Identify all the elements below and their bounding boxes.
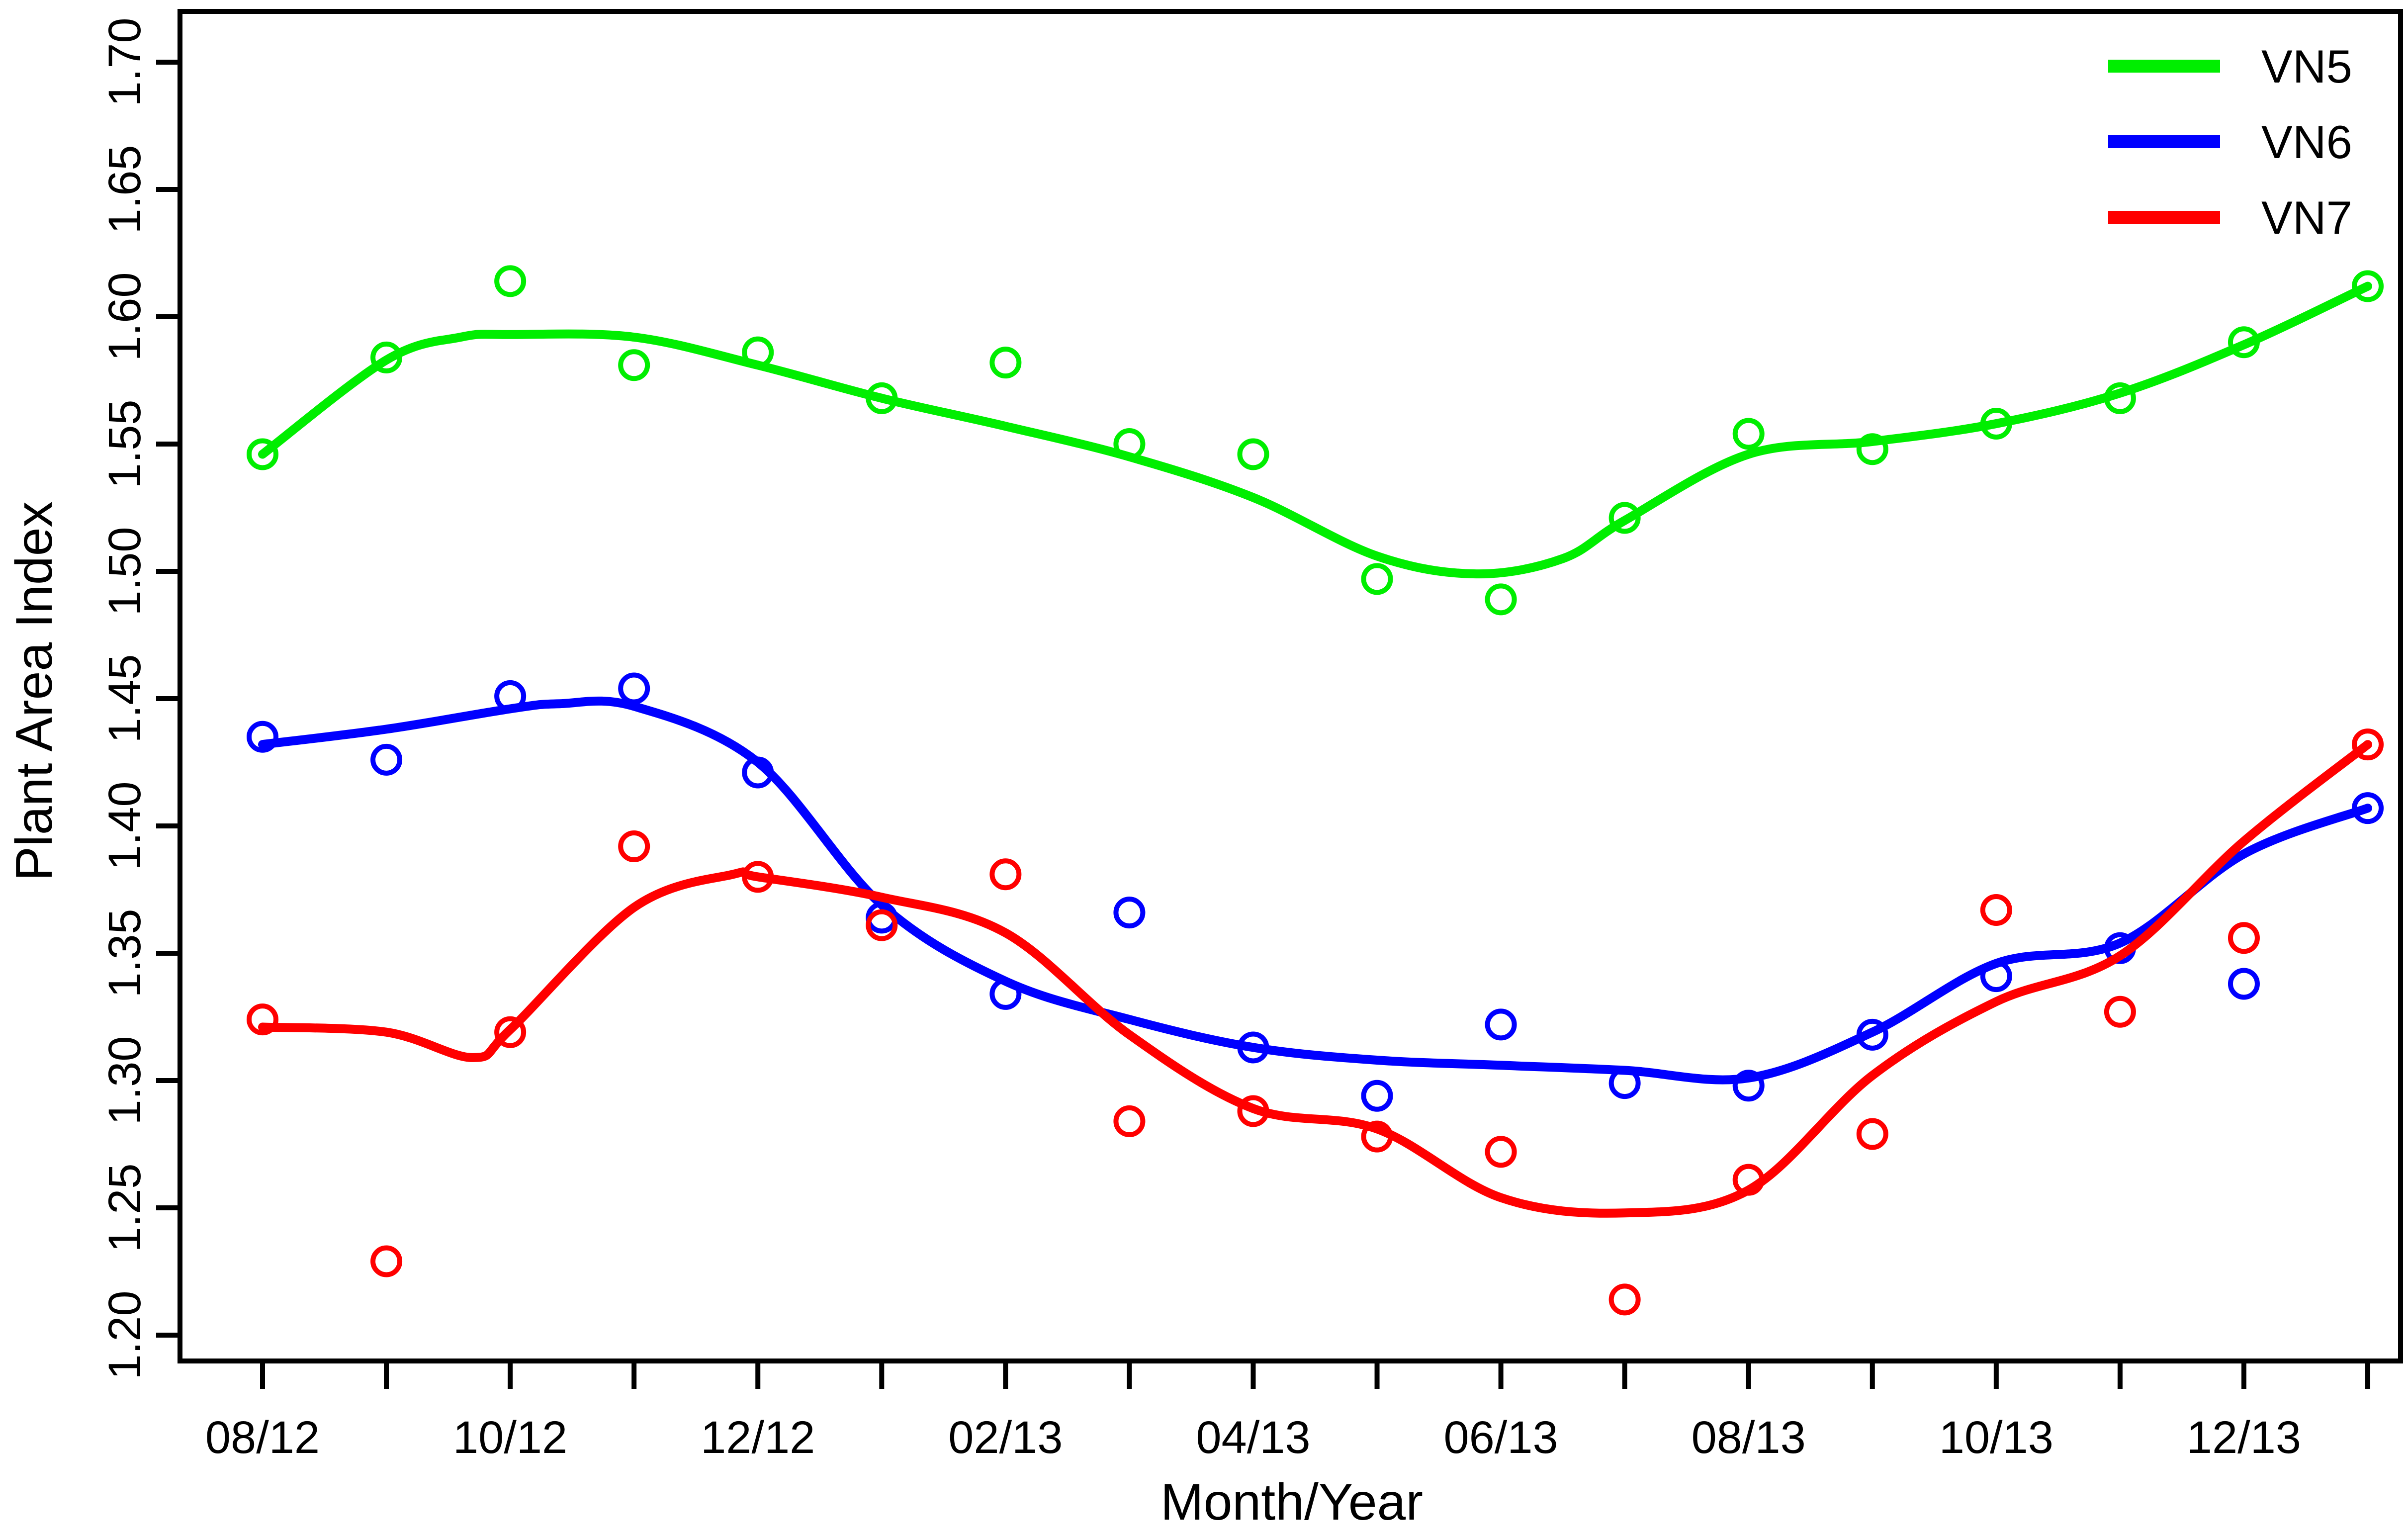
vn6-data-point [1856,1018,1888,1051]
legend-item-vn6: VN6 [2108,116,2352,168]
plot-area: 1.20 1.25 1.30 1.35 1.40 1.45 1.50 1.55 1.60 1.65… [99,9,2403,1463]
vn6-data-point [370,743,403,776]
x-axis-tick-label: 08/12 [205,1412,320,1463]
vn7-data-point [1485,1136,1517,1168]
vn7-data-point [1113,1105,1146,1137]
vn7-data-point [2228,922,2260,954]
vn6-data-point [1361,1080,1393,1112]
vn5-data-point [1361,563,1393,595]
y-axis-title: Plant Area Index [5,501,63,881]
y-axis-tick-label: 1.50 [99,527,150,616]
vn5-data-point [247,438,278,470]
vn5-data-point [618,349,650,381]
legend-item-vn7: VN7 [2108,191,2352,244]
x-axis-tick-label: 08/13 [1692,1412,1806,1463]
vn7-data-point [1608,1283,1641,1316]
vn6-data-point [1608,1067,1641,1099]
y-axis-tick-label: 1.65 [99,145,150,234]
vn5-data-point [1608,502,1641,534]
vn7-data-point [370,1245,403,1277]
vn7-data-point [866,909,898,941]
vn6-data-point [247,721,278,753]
vn7-data-point [2352,728,2384,761]
vn6-data-point [1113,897,1146,929]
vn7-data-point [1856,1118,1888,1150]
vn6-data-point [1237,1031,1269,1064]
vn6-data-point [2352,792,2384,824]
y-axis-tick-label: 1.60 [99,272,150,361]
vn7-data-point [494,1016,527,1048]
legend: VN5 VN6 VN7 [2108,40,2352,244]
x-axis-tick-label: 02/13 [948,1412,1063,1463]
vn6-data-point [2228,968,2260,1000]
vn5-data-point [742,336,774,368]
vn5-data-point [1485,583,1517,616]
plot-box [178,9,2403,1363]
vn7-data-point [1732,1164,1765,1196]
y-axis-tick-label: 1.70 [99,17,150,106]
vn7-data-point [1980,894,2012,926]
vn7-data-point [618,830,650,862]
x-axis-tick-label: 06/13 [1443,1412,1558,1463]
vn5-data-point [866,382,898,414]
vn5-data-point [1237,438,1269,470]
y-axis-tick-label: 1.20 [99,1290,150,1379]
y-axis-tick-label: 1.55 [99,399,150,488]
vn5-data-point [2104,382,2136,414]
vn5-trend-curve [258,281,2372,579]
vn5-data-point [1732,418,1765,450]
x-axis-tick-label: 10/13 [1939,1412,2053,1463]
vn6-data-point [989,978,1022,1010]
vn7-data-point [742,861,774,893]
vn5-data-point [370,341,403,373]
vn6-data-point [1485,1008,1517,1041]
vn5-data-point [1113,428,1146,460]
x-axis-title: Month/Year [1160,1473,1423,1531]
vn6-data-point [742,756,774,789]
vn7-data-point [989,858,1022,891]
vn7-data-point [2104,996,2136,1028]
x-axis-tick-label: 12/12 [701,1412,815,1463]
vn7-data-point [1237,1095,1269,1127]
vn5-data-point [2228,326,2260,359]
legend-label-vn5: VN5 [2261,40,2352,92]
vn7-data-point [1361,1120,1393,1153]
vn6-data-point [1732,1070,1765,1102]
y-axis-tick-label: 1.35 [99,908,150,997]
vn7-trend-curve [258,740,2372,1218]
vn7-data-point [247,1003,278,1036]
vn6-trend-curve [258,696,2372,1085]
legend-label-vn7: VN7 [2261,191,2352,244]
x-axis-tick-label: 12/13 [2187,1412,2301,1463]
y-axis-tick-label: 1.30 [99,1036,150,1125]
legend-label-vn6: VN6 [2261,116,2352,168]
legend-item-vn5: VN5 [2108,40,2352,92]
x-axis-tick-label: 10/12 [453,1412,567,1463]
vn5-data-point [989,347,1022,379]
vn6-data-point [1980,960,2012,993]
y-axis-tick-label: 1.25 [99,1163,150,1252]
vn5-data-point [2352,270,2384,302]
vn5-data-point [1980,408,2012,440]
vn6-data-point [494,680,527,712]
x-axis-tick-label: 04/13 [1196,1412,1310,1463]
vn5-data-point [1856,433,1888,465]
y-axis-tick-label: 1.45 [99,654,150,743]
vn6-data-point [618,672,650,705]
vn5-data-point [494,265,527,297]
y-axis-tick-label: 1.40 [99,781,150,870]
